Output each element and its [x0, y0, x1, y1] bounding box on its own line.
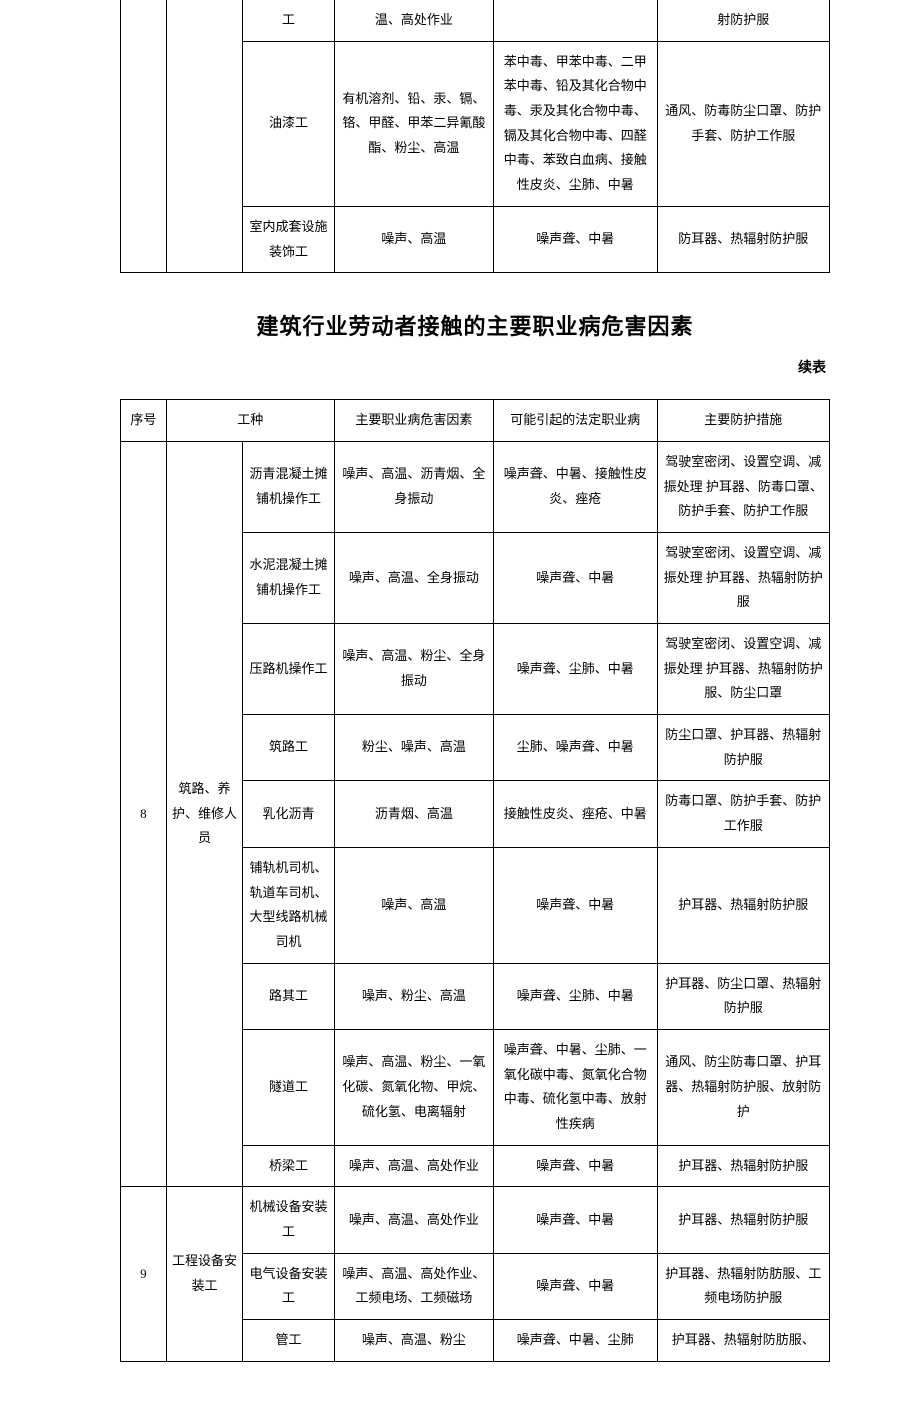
- cell-factor: 噪声、粉尘、高温: [334, 963, 493, 1029]
- cell-factor: 噪声、高温、粉尘、一氧化碳、氮氧化物、甲烷、硫化氢、电离辐射: [334, 1029, 493, 1145]
- hazard-table-top: 工温、高处作业 射防护服油漆工有机溶剂、铅、汞、镉、铬、甲醛、甲苯二异氰酸酯、粉尘…: [120, 0, 830, 273]
- cell-disease: 噪声聋、中暑: [494, 1253, 658, 1319]
- cell-disease: 噪声聋、中暑: [494, 532, 658, 623]
- cell-protect: 护耳器、热辐射防肪服、工频电场防护服: [657, 1253, 829, 1319]
- cell-disease: 噪声聋、中暑: [494, 206, 658, 272]
- header-disease: 可能引起的法定职业病: [494, 400, 658, 442]
- cell-job: 油漆工: [243, 41, 335, 206]
- hazard-table-main: 序号 工种 主要职业病危害因素 可能引起的法定职业病 主要防护措施 8筑路、养护…: [120, 399, 830, 1362]
- cell-disease: [494, 0, 658, 41]
- table-header-row: 序号 工种 主要职业病危害因素 可能引起的法定职业病 主要防护措施: [121, 400, 830, 442]
- cell-seq: 8: [121, 441, 167, 1187]
- cell-job: 桥梁工: [243, 1145, 335, 1187]
- cell-protect: 射防护服: [657, 0, 829, 41]
- cell-job: 乳化沥青: [243, 781, 335, 847]
- page-title: 建筑行业劳动者接触的主要职业病危害因素: [120, 309, 830, 341]
- table-row: 工温、高处作业 射防护服: [121, 0, 830, 41]
- continued-label: 续表: [120, 357, 826, 377]
- cell-protect: 驾驶室密闭、设置空调、减振处理 护耳器、防毒口罩、防护手套、防护工作服: [657, 441, 829, 532]
- cell-protect: 防尘口罩、护耳器、热辐射防护服: [657, 715, 829, 781]
- cell-factor: 沥青烟、高温: [334, 781, 493, 847]
- cell-disease: 尘肺、噪声聋、中暑: [494, 715, 658, 781]
- cell-protect: 护耳器、防尘口罩、热辐射防护服: [657, 963, 829, 1029]
- cell-protect: 防耳器、热辐射防护服: [657, 206, 829, 272]
- cell-protect: 驾驶室密闭、设置空调、减振处理 护耳器、热辐射防护服、防尘口罩: [657, 624, 829, 715]
- cell-protect: 驾驶室密闭、设置空调、减振处理 护耳器、热辐射防护服: [657, 532, 829, 623]
- header-job: 工种: [166, 400, 334, 442]
- cell-job: 水泥混凝土摊铺机操作工: [243, 532, 335, 623]
- cell-factor: 有机溶剂、铅、汞、镉、铬、甲醛、甲苯二异氰酸酯、粉尘、高温: [334, 41, 493, 206]
- page: 工温、高处作业 射防护服油漆工有机溶剂、铅、汞、镉、铬、甲醛、甲苯二异氰酸酯、粉尘…: [0, 0, 920, 1402]
- cell-category: [166, 0, 242, 273]
- cell-factor: 噪声、高温、全身振动: [334, 532, 493, 623]
- cell-job: 室内成套设施装饰工: [243, 206, 335, 272]
- cell-protect: 通风、防尘防毒口罩、护耳器、热辐射防护服、放射防护: [657, 1029, 829, 1145]
- cell-job: 机械设备安装工: [243, 1187, 335, 1253]
- header-protect: 主要防护措施: [657, 400, 829, 442]
- cell-job: 筑路工: [243, 715, 335, 781]
- cell-factor: 粉尘、噪声、高温: [334, 715, 493, 781]
- cell-disease: 噪声聋、中暑: [494, 1145, 658, 1187]
- cell-disease: 噪声聋、尘肺、中暑: [494, 624, 658, 715]
- cell-job: 隧道工: [243, 1029, 335, 1145]
- cell-disease: 噪声聋、中暑、尘肺: [494, 1320, 658, 1362]
- cell-factor: 温、高处作业: [334, 0, 493, 41]
- cell-protect: 护耳器、热辐射防护服: [657, 1187, 829, 1253]
- cell-disease: 噪声聋、中暑: [494, 847, 658, 963]
- cell-disease: 噪声聋、中暑: [494, 1187, 658, 1253]
- cell-protect: 护耳器、热辐射防护服: [657, 847, 829, 963]
- cell-disease: 接触性皮炎、痤疮、中暑: [494, 781, 658, 847]
- header-factor: 主要职业病危害因素: [334, 400, 493, 442]
- cell-factor: 噪声、高温: [334, 847, 493, 963]
- cell-disease: 噪声聋、中暑、尘肺、一氧化碳中毒、氮氧化合物中毒、硫化氢中毒、放射性疾病: [494, 1029, 658, 1145]
- cell-seq: [121, 0, 167, 273]
- cell-job: 铺轨机司机、轨道车司机、大型线路机械司机: [243, 847, 335, 963]
- cell-protect: 通风、防毒防尘口罩、防护手套、防护工作服: [657, 41, 829, 206]
- cell-factor: 噪声、高温、高处作业: [334, 1145, 493, 1187]
- cell-job: 路其工: [243, 963, 335, 1029]
- cell-job: 沥青混凝土摊铺机操作工: [243, 441, 335, 532]
- cell-job: 管工: [243, 1320, 335, 1362]
- cell-factor: 噪声、高温、粉尘、全身振动: [334, 624, 493, 715]
- cell-factor: 噪声、高温、粉尘: [334, 1320, 493, 1362]
- cell-job: 电气设备安装工: [243, 1253, 335, 1319]
- header-seq: 序号: [121, 400, 167, 442]
- cell-factor: 噪声、高温、高处作业、工频电场、工频磁场: [334, 1253, 493, 1319]
- cell-protect: 防毒口罩、防护手套、防护工作服: [657, 781, 829, 847]
- cell-disease: 噪声聋、中暑、接触性皮炎、痤疮: [494, 441, 658, 532]
- table-row: 8筑路、养护、维修人员沥青混凝土摊铺机操作工噪声、高温、沥青烟、全身振动噪声聋、…: [121, 441, 830, 532]
- cell-seq: 9: [121, 1187, 167, 1361]
- cell-factor: 噪声、高温: [334, 206, 493, 272]
- cell-factor: 噪声、高温、沥青烟、全身振动: [334, 441, 493, 532]
- cell-protect: 护耳器、热辐射防护服: [657, 1145, 829, 1187]
- cell-category: 工程设备安装工: [166, 1187, 242, 1361]
- cell-category: 筑路、养护、维修人员: [166, 441, 242, 1187]
- cell-disease: 苯中毒、甲苯中毒、二甲苯中毒、铅及其化合物中毒、汞及其化合物中毒、镉及其化合物中…: [494, 41, 658, 206]
- cell-protect: 护耳器、热辐射防肪服、: [657, 1320, 829, 1362]
- cell-job: 工: [243, 0, 335, 41]
- cell-job: 压路机操作工: [243, 624, 335, 715]
- table-row: 9工程设备安装工机械设备安装工噪声、高温、高处作业噪声聋、中暑护耳器、热辐射防护…: [121, 1187, 830, 1253]
- cell-disease: 噪声聋、尘肺、中暑: [494, 963, 658, 1029]
- cell-factor: 噪声、高温、高处作业: [334, 1187, 493, 1253]
